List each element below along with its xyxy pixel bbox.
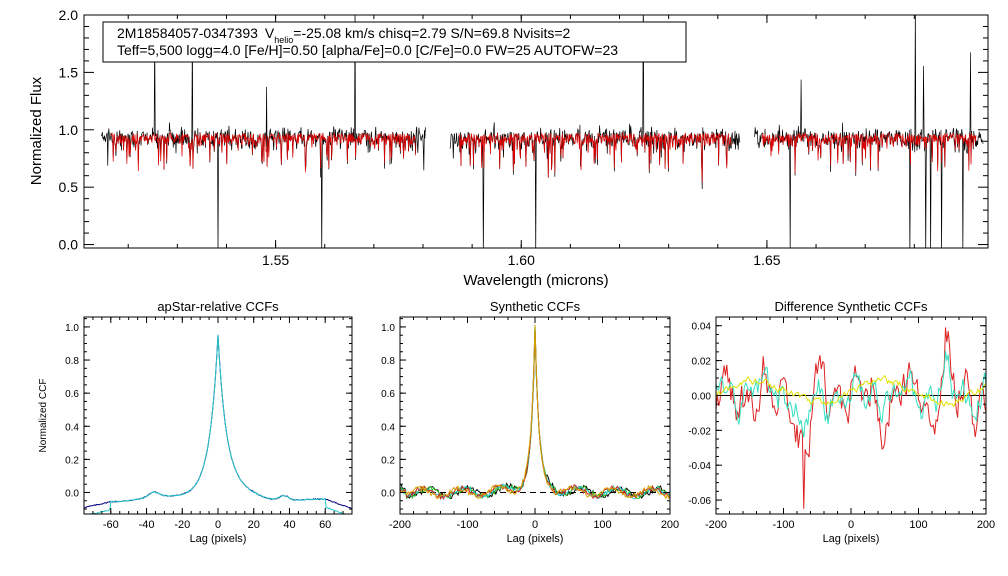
p-apstar-xtick-label: 20 — [248, 519, 260, 531]
spectrum-ytick-label: 1.0 — [59, 122, 79, 138]
p-diff-series-visit-3 — [716, 374, 986, 408]
p-synth-title: Synthetic CCFs — [490, 299, 581, 314]
spectrum-xtick-label: 1.65 — [753, 252, 780, 268]
p-apstar-ytick-label: 0.8 — [65, 356, 79, 367]
p-synth-xtick-label: 200 — [661, 519, 679, 531]
p-apstar-ytick-label: 0.6 — [65, 389, 79, 400]
p-diff-series-visit-2 — [716, 350, 986, 438]
p-diff-title: Difference Synthetic CCFs — [775, 299, 928, 314]
p-synth-series-combined — [400, 329, 670, 500]
spectrum-panel: 1.55 1.60 1.65 0.0 0.5 1.0 1.5 2.0 Wavelength (… — [28, 7, 989, 289]
difference-ccf-panel: -200 -100 0 100 200 -0.06 -0.04 -0.02 0.00 0.02 0.… — [688, 299, 995, 545]
spectrum-legend: 2M18584057-0347393 Vhelio=-25.08 km/s chi… — [102, 21, 687, 63]
p-diff-xtick-label: 100 — [909, 519, 927, 531]
p-synth-plot — [400, 324, 670, 501]
p-diff-ytick-label: -0.04 — [688, 461, 711, 472]
p-synth-xtick-label: 100 — [593, 519, 611, 531]
p-synth-ytick-label: 0.8 — [381, 356, 395, 367]
model-spectrum-chip-3 — [761, 132, 977, 174]
p-apstar-xlabel: Lag (pixels) — [190, 533, 247, 545]
p-apstar-plot — [84, 334, 352, 514]
legend-line-1: 2M18584057-0347393 Vhelio=-25.08 km/s chi… — [117, 25, 571, 45]
spectrum-ytick-label: 1.5 — [59, 64, 79, 80]
p-apstar-ytick-label: 1.0 — [65, 323, 79, 334]
model-spectrum-chip-2 — [458, 132, 732, 183]
p-synth-series-visit-1 — [400, 326, 670, 500]
spectrum-xtick-label: 1.55 — [262, 252, 289, 268]
p-apstar-ytick-label: 0.4 — [65, 422, 79, 433]
legend-v: V — [265, 25, 275, 41]
p-synth-xtick-label: 0 — [532, 519, 538, 531]
p-synth-ytick-label: 0.4 — [381, 422, 395, 433]
p-diff-ytick-label: 0.02 — [692, 357, 712, 368]
p-apstar-ytick-label: 0.0 — [65, 488, 79, 499]
p-diff-ytick-label: 0.04 — [692, 322, 712, 333]
legend-line-2: Teff=5,500 logg=4.0 [Fe/H]=0.50 [alpha/F… — [117, 42, 618, 58]
p-diff-series-visit-1 — [716, 327, 986, 509]
observed-spectrum-chip-3 — [754, 15, 984, 248]
p-diff-xlabel: Lag (pixels) — [823, 533, 880, 545]
p-synth-ytick-label: 0.2 — [381, 455, 395, 466]
spectrum-xlabel: Wavelength (microns) — [463, 272, 608, 289]
spectrum-ytick-label: 0.0 — [59, 237, 79, 253]
p-synth-ytick-label: 1.0 — [381, 323, 395, 334]
observed-spectrum-chip-1 — [101, 15, 426, 248]
p-synth-series-visit-2 — [400, 325, 670, 500]
p-apstar-series-visit-2 — [88, 335, 346, 514]
p-apstar-series-visit-1 — [84, 334, 352, 510]
p-synth-series-visit-3 — [400, 324, 670, 500]
p-diff-xtick-label: 0 — [848, 519, 854, 531]
p-apstar-xtick-label: 40 — [283, 519, 295, 531]
legend-v-rest: =-25.08 km/s chisq=2.79 S/N=69.8 Nvisits… — [293, 25, 570, 41]
p-diff-ytick-label: -0.02 — [688, 426, 711, 437]
spectrum-ticks: 1.55 1.60 1.65 0.0 0.5 1.0 1.5 2.0 — [59, 7, 988, 268]
model-spectrum-chip-1 — [110, 132, 416, 173]
spectrum-frame — [83, 14, 989, 249]
synthetic-ccf-panel: -200 -100 0 100 200 0.0 0.2 0.4 0.6 0.8 1.0 Synthet… — [381, 299, 679, 545]
spectrum-xtick-label: 1.60 — [508, 252, 535, 268]
p-apstar-ytick-label: 0.2 — [65, 455, 79, 466]
p-diff-ytick-label: -0.06 — [688, 496, 711, 507]
spectrum-ylabel: Normalized Flux — [28, 76, 45, 185]
spectrum-ytick-label: 0.5 — [59, 179, 79, 195]
p-apstar-xtick-label: 60 — [319, 519, 331, 531]
p-synth-series-model — [400, 328, 670, 501]
p-diff-xtick-label: 200 — [977, 519, 995, 531]
p-diff-frame — [715, 316, 987, 515]
p-diff-xtick-label: -200 — [705, 519, 727, 531]
p-diff-ytick-label: 0.00 — [692, 391, 712, 402]
p-diff-xtick-label: -100 — [772, 519, 794, 531]
p-apstar-xtick-label: 0 — [215, 519, 221, 531]
legend-star-id: 2M18584057-0347393 — [117, 25, 258, 41]
p-apstar-ylabel: Normalized CCF — [38, 379, 49, 453]
p-apstar-xtick-label: -20 — [174, 519, 190, 531]
p-synth-xtick-label: -100 — [456, 519, 478, 531]
spectrum-ytick-label: 2.0 — [59, 7, 79, 23]
p-diff-plot — [716, 327, 986, 509]
legend-v-sub: helio — [274, 35, 293, 45]
p-synth-ytick-label: 0.6 — [381, 389, 395, 400]
p-apstar-xtick-label: -40 — [139, 519, 155, 531]
p-apstar-frame — [83, 316, 353, 515]
p-synth-ytick-label: 0.0 — [381, 488, 395, 499]
p-synth-xlabel: Lag (pixels) — [507, 533, 564, 545]
apstar-ccf-panel: -60 -40 -20 0 20 40 60 0.0 0.2 0.4 0.6 0.8 1.0 apStar… — [38, 299, 353, 545]
legend-box — [102, 21, 687, 63]
p-apstar-xtick-label: -60 — [103, 519, 119, 531]
p-apstar-title: apStar-relative CCFs — [157, 299, 279, 314]
p-synth-xtick-label: -200 — [389, 519, 411, 531]
